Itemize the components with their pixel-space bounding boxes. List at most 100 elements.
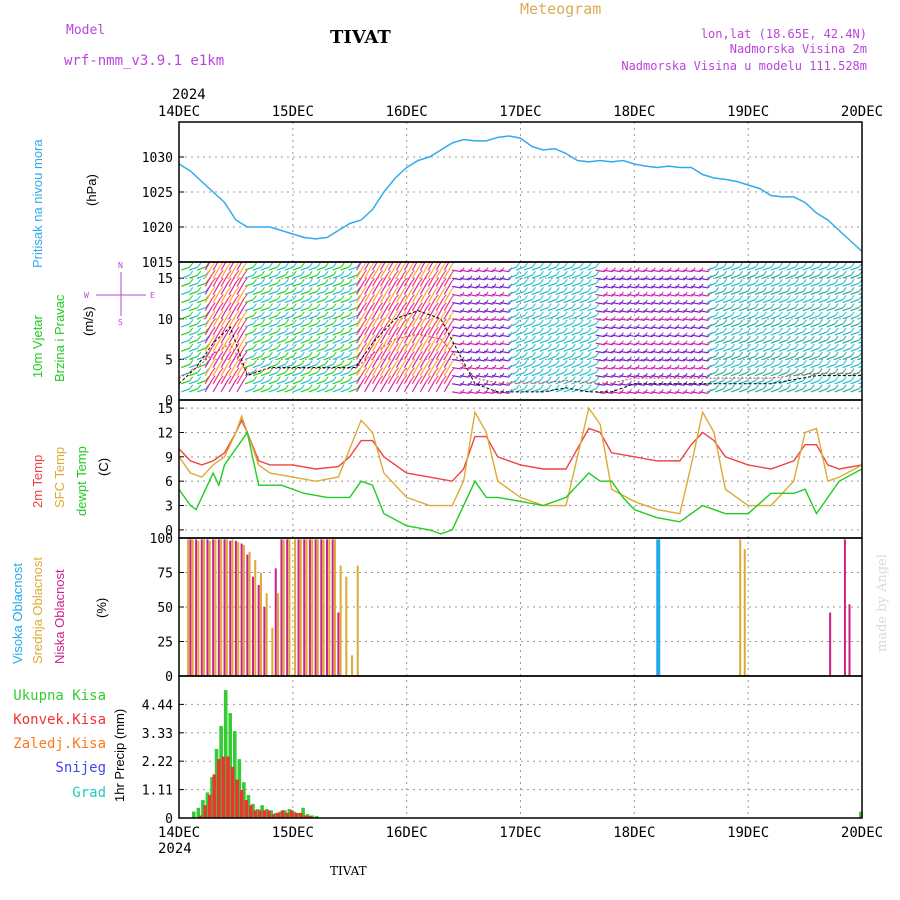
wind-barb-flag (418, 318, 423, 324)
wind-barb (722, 355, 732, 360)
wind-barb (483, 326, 494, 330)
wind-barb (507, 282, 517, 287)
wind-barb-flag (492, 332, 497, 337)
wind-barb-flag (579, 376, 584, 381)
wind-barb (683, 269, 693, 273)
low_cloud-bar (297, 539, 300, 676)
wind-barb (197, 266, 206, 271)
wind-barb (476, 375, 486, 378)
wind-barb (595, 358, 605, 362)
wind-barb (714, 290, 724, 296)
wind-barb-flag (699, 291, 704, 297)
elevation-label: Nadmorska Visina 2m (730, 42, 867, 56)
wind-barb (738, 331, 748, 336)
wind-barb (587, 388, 597, 393)
wind-barb (364, 262, 370, 271)
wind-barb-flag (612, 389, 616, 394)
wind-unit: (m/s) (81, 306, 96, 336)
wind-barb-flag (316, 270, 321, 276)
wind-barb-flag (418, 342, 423, 348)
wind-barb-flag (212, 254, 215, 258)
wind-barb-flag (484, 283, 489, 289)
wind-barb-flag (227, 334, 232, 340)
wind-barb-flag (810, 327, 815, 333)
wind-barb (818, 266, 828, 271)
wind-barb (189, 355, 198, 360)
wind-barb (340, 388, 350, 393)
wind-barb-flag (810, 278, 815, 284)
wind-barb (587, 323, 597, 328)
wind-barb (181, 323, 190, 328)
wind-barb (435, 265, 444, 279)
wind-barb (197, 290, 206, 296)
wind-barb-flag (364, 254, 367, 258)
wind-barb (476, 310, 486, 313)
wind-barb (189, 298, 198, 304)
wind-barb-flag (227, 359, 232, 364)
wind-barb-flag (747, 376, 751, 381)
wind-barb-flag (563, 327, 568, 333)
wind-barb (411, 262, 418, 271)
wind-barb (722, 372, 732, 377)
wind-barb-flag (220, 254, 223, 258)
wind-barb (252, 355, 262, 360)
wind-barb-flag (604, 356, 608, 362)
wind-barb (452, 285, 462, 289)
wind-barb (204, 306, 213, 320)
wind-barb (364, 379, 373, 393)
wind-barb (683, 375, 693, 378)
wind-barb (244, 315, 254, 320)
wind-barb (770, 323, 780, 328)
wind-barb-flag (443, 254, 446, 258)
wind-barb (316, 307, 326, 312)
wind-barb (507, 315, 517, 320)
wind-barb-flag (755, 295, 759, 300)
wind-barb (356, 314, 365, 328)
conv_precip-bar (207, 794, 212, 818)
wind-barb-flag (531, 327, 536, 333)
wind-barb-flag (643, 332, 648, 337)
wind-barb (515, 274, 525, 279)
wind-barb (395, 298, 404, 312)
wind-barb (452, 366, 462, 370)
wind-barb-flag (747, 270, 751, 276)
wind-barb-flag (867, 328, 870, 332)
wind-barb-flag (571, 327, 576, 333)
wind-barb-flag (612, 283, 616, 289)
wind-barb (443, 355, 452, 368)
wind-barb (547, 339, 557, 344)
wind-barb (850, 282, 860, 287)
wind-axis-label-2: Brzina i Pravac (52, 294, 67, 382)
wind-barb-flag (691, 389, 696, 394)
wind-barb (228, 363, 237, 376)
wind-barb-flag (492, 307, 497, 313)
y-tick-label: 25 (157, 636, 173, 651)
wind-barb (738, 307, 748, 312)
wind-barb (627, 277, 637, 281)
wind-barb (587, 290, 597, 296)
wind-barb-flag (595, 319, 600, 325)
wind-barb-flag (363, 262, 367, 267)
wind-barb (460, 285, 470, 289)
wind-barb (611, 277, 621, 281)
wind-barb-flag (243, 262, 248, 267)
wind-barb (292, 355, 302, 360)
wind-barb-flag (395, 334, 399, 340)
low_cloud-bar (274, 568, 277, 676)
wind-barb-flag (205, 360, 210, 365)
wind-barb-flag (211, 286, 216, 291)
wind-barb (212, 282, 221, 295)
wind-barb-flag (476, 364, 481, 370)
wind-barb-flag (683, 389, 688, 394)
wind-barb (699, 310, 709, 313)
wind-barb (260, 307, 270, 312)
total_precip-bar (255, 809, 260, 818)
wind-barb-flag (826, 278, 831, 284)
wind-barb-flag (356, 295, 361, 300)
wind-barb (260, 388, 270, 393)
wind-barb (810, 380, 820, 385)
wind-barb (260, 380, 270, 385)
wind-barb-flag (492, 364, 497, 370)
wind-barb (260, 266, 270, 271)
wind-barb-flag (332, 270, 337, 276)
